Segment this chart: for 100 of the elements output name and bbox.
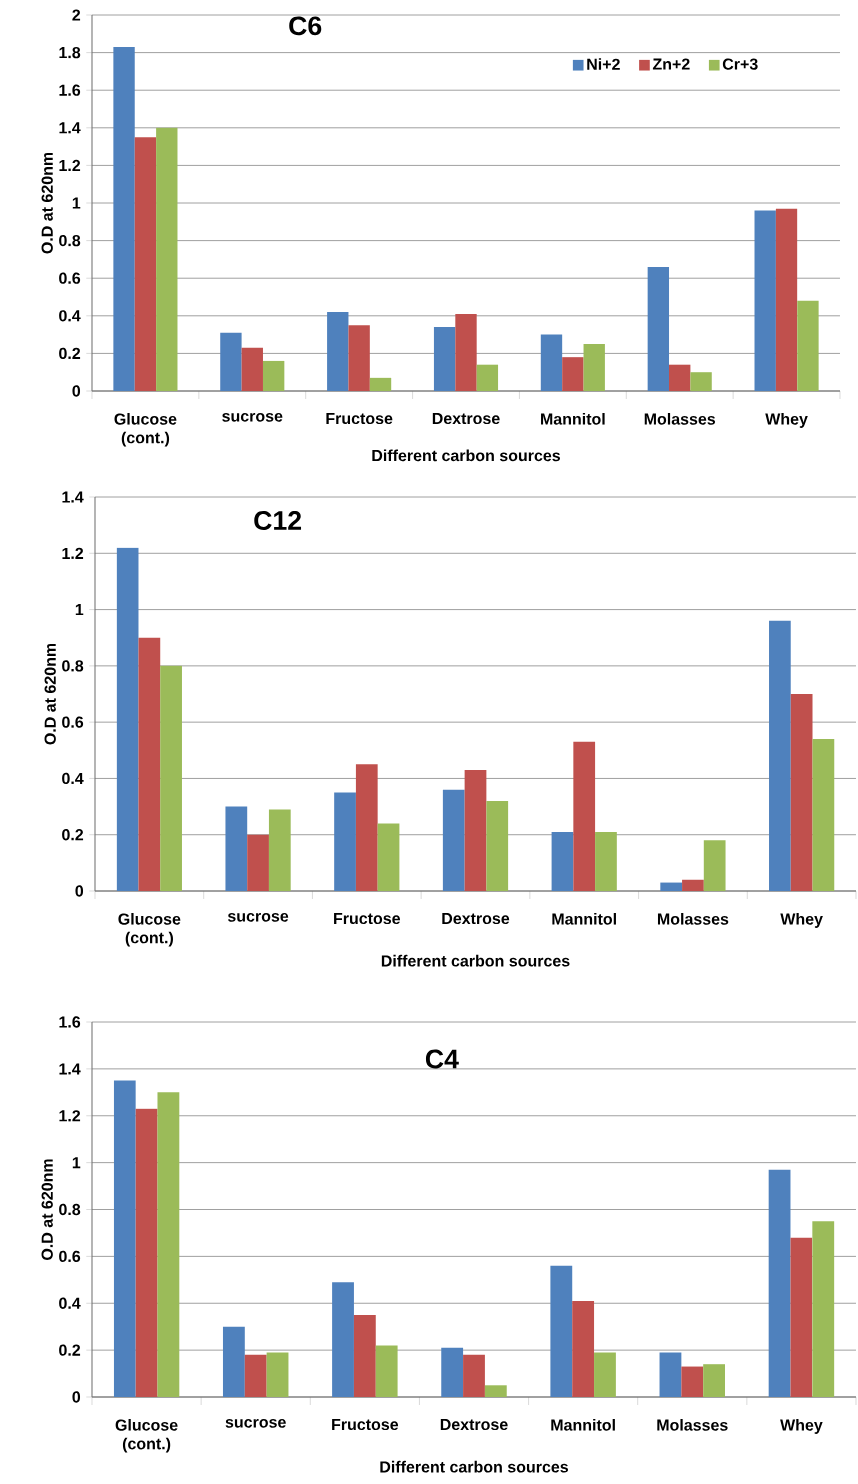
bar	[573, 741, 596, 892]
x-tick-label: Glucose (cont.)	[118, 912, 181, 947]
bar	[220, 332, 242, 392]
y-axis-title: O.D at 620nm	[41, 152, 53, 254]
y-tick-label: 1.2	[62, 547, 84, 559]
x-tick-label: Whey	[765, 412, 808, 428]
legend-label: Cr+3	[722, 58, 758, 70]
bar	[334, 792, 356, 892]
bar	[484, 1385, 507, 1398]
bar	[681, 1366, 704, 1398]
x-tick-label: Whey	[780, 1418, 823, 1434]
bar	[160, 665, 182, 892]
bar	[550, 1265, 573, 1398]
y-tick-label: 1	[72, 1157, 81, 1169]
bar	[247, 834, 269, 892]
bar	[369, 377, 392, 392]
bar	[464, 770, 487, 892]
bar	[551, 831, 574, 892]
x-tick-label: Molasses	[644, 412, 716, 425]
x-tick-label: Mannitol	[541, 412, 605, 425]
legend-label: Ni+2	[587, 58, 620, 70]
x-tick-label: Dextrose	[432, 412, 500, 425]
bar	[583, 344, 605, 392]
bar	[594, 1352, 616, 1398]
x-tick-label: Glucose (cont.)	[114, 412, 177, 447]
y-tick-label: 0.6	[59, 272, 81, 284]
x-axis-title: Different carbon sources	[372, 449, 561, 462]
bar	[812, 1221, 835, 1398]
y-tick-label: 1.6	[59, 1016, 81, 1028]
bar	[812, 739, 835, 892]
x-tick-label: sucrose	[227, 912, 289, 922]
bar	[138, 637, 161, 892]
y-tick-label: 0.2	[59, 347, 81, 360]
text: C4	[425, 1049, 459, 1069]
bar	[690, 372, 712, 392]
y-tick-label: 2	[72, 9, 81, 21]
bar	[775, 208, 798, 392]
x-tick-label: Fructose	[334, 912, 401, 925]
y-tick-label: 0.2	[62, 829, 84, 841]
bar	[135, 1108, 158, 1398]
x-tick-label: Mannitol	[552, 912, 616, 925]
chart-title: C6	[289, 16, 322, 36]
bar	[441, 1347, 464, 1398]
bar	[355, 764, 378, 892]
y-tick-label: 1.2	[59, 159, 81, 171]
x-axis-title: Different carbon sources	[381, 954, 570, 967]
chart-title: C12	[254, 511, 302, 530]
x-tick-label: Mannitol	[551, 1418, 615, 1431]
x-axis-title: Different carbon sources	[380, 1460, 569, 1473]
x-tick-label: sucrose	[225, 1418, 286, 1428]
y-tick-label: 1.4	[62, 491, 84, 503]
bar	[486, 800, 509, 892]
bar	[790, 1237, 813, 1398]
y-axis-title: O.D at 620nm	[44, 643, 56, 745]
bar	[572, 1300, 595, 1398]
bar	[754, 210, 776, 392]
y-tick-label: 0.4	[59, 1297, 81, 1309]
bar	[669, 364, 691, 392]
bar	[225, 806, 248, 892]
bar	[157, 1092, 180, 1398]
bar	[703, 840, 726, 892]
bar	[244, 1354, 267, 1398]
bar	[375, 1345, 398, 1398]
bar	[156, 127, 178, 392]
y-tick-label: 0.8	[59, 234, 81, 247]
bar	[455, 313, 477, 392]
x-tick-label: Fructose	[326, 412, 393, 425]
y-tick-label: 1.4	[59, 122, 81, 134]
y-tick-label: 1.8	[59, 46, 81, 59]
bar	[241, 347, 263, 392]
bar	[266, 1352, 289, 1398]
bar	[113, 46, 135, 392]
y-tick-label: 0.6	[59, 1250, 81, 1263]
bar	[262, 360, 285, 392]
bar	[113, 1080, 136, 1398]
y-tick-label: 0.6	[62, 716, 84, 728]
bar	[332, 1282, 354, 1398]
bar	[768, 1169, 791, 1398]
y-tick-label: 0.4	[62, 772, 84, 785]
bar	[433, 327, 456, 392]
bar	[659, 1352, 682, 1398]
bar	[703, 1364, 726, 1398]
y-tick-label: 1	[75, 604, 84, 616]
y-tick-label: 1	[72, 197, 81, 209]
bar	[595, 831, 617, 892]
y-tick-label: 0.8	[62, 660, 84, 672]
x-tick-label: Whey	[780, 912, 823, 928]
bar	[647, 266, 670, 392]
bar	[660, 882, 683, 892]
bar	[769, 620, 791, 892]
bar	[476, 364, 499, 392]
bar	[463, 1354, 485, 1398]
x-tick-label: Molasses	[657, 1418, 728, 1431]
y-tick-label: 0.2	[59, 1344, 81, 1356]
bar	[116, 547, 139, 892]
y-tick-label: 0	[72, 1391, 81, 1403]
y-tick-label: 0.4	[59, 310, 81, 322]
bar	[790, 694, 813, 892]
bar	[682, 879, 704, 892]
y-tick-label: 1.4	[59, 1063, 81, 1075]
